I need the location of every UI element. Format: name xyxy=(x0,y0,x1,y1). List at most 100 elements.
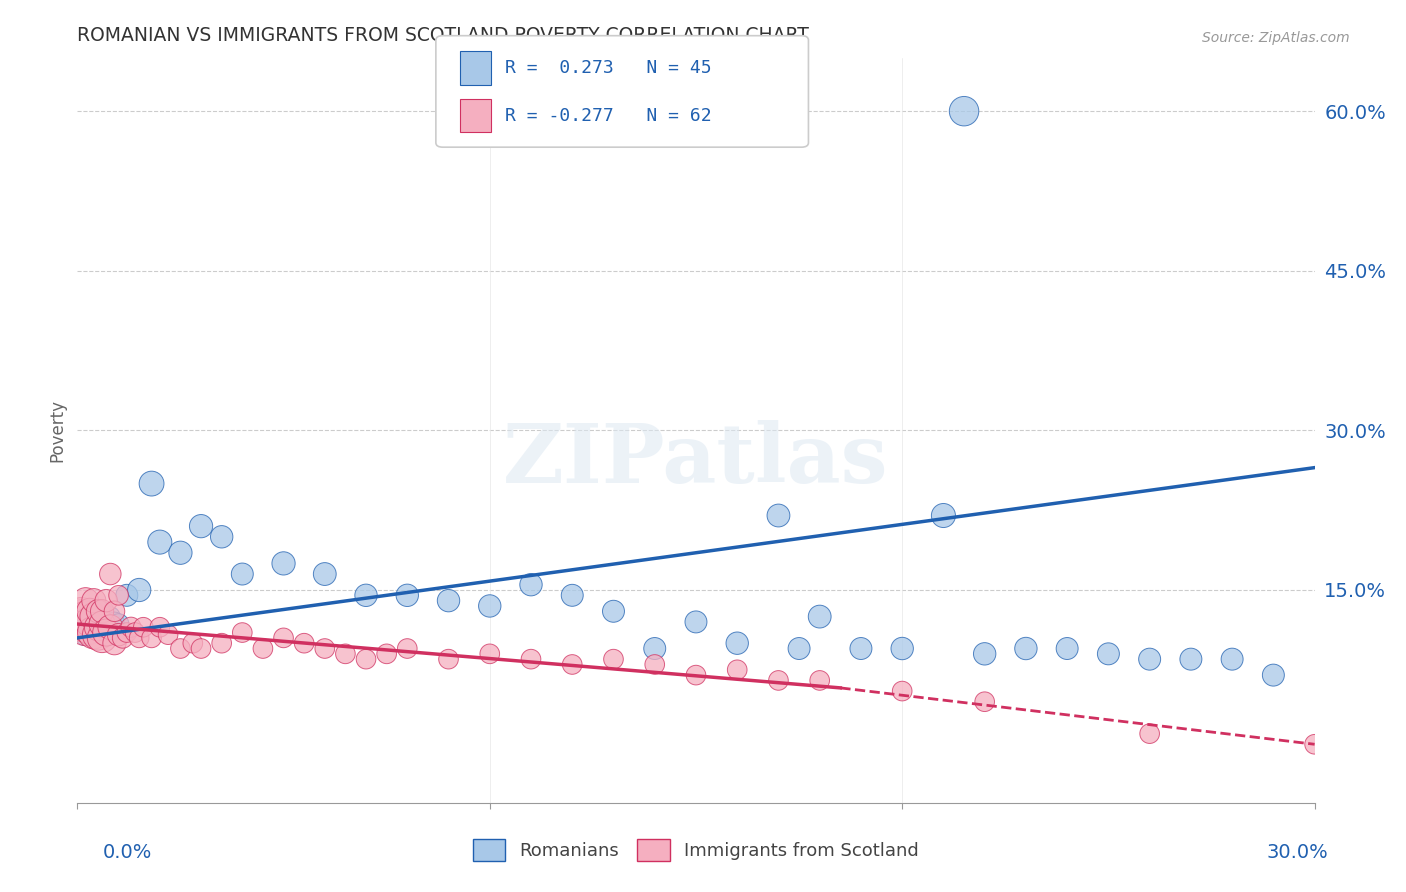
Point xyxy=(128,631,150,645)
Point xyxy=(83,593,105,607)
Point xyxy=(437,593,460,607)
Point xyxy=(396,641,419,656)
Point xyxy=(375,647,398,661)
Point xyxy=(602,604,624,618)
Point xyxy=(107,628,129,642)
Point xyxy=(273,631,295,645)
Point xyxy=(79,615,101,629)
Point xyxy=(98,620,121,634)
Point xyxy=(115,588,138,602)
Point xyxy=(953,104,976,119)
Point xyxy=(973,695,995,709)
Text: R = -0.277   N = 62: R = -0.277 N = 62 xyxy=(505,106,711,125)
Text: 30.0%: 30.0% xyxy=(1267,843,1329,862)
Point xyxy=(602,652,624,666)
Point xyxy=(83,625,105,640)
Point xyxy=(98,609,121,624)
Point xyxy=(91,631,114,645)
Point xyxy=(141,476,163,491)
Point xyxy=(149,535,172,549)
Point xyxy=(70,620,93,634)
Point xyxy=(396,588,419,602)
Point xyxy=(314,567,336,582)
Point xyxy=(520,652,543,666)
Text: Source: ZipAtlas.com: Source: ZipAtlas.com xyxy=(1202,31,1350,45)
Point xyxy=(1139,652,1161,666)
Point xyxy=(91,604,114,618)
Point xyxy=(787,641,810,656)
Point xyxy=(87,604,110,618)
Point xyxy=(314,641,336,656)
Point xyxy=(87,620,110,634)
Point xyxy=(252,641,274,656)
Point xyxy=(520,577,543,591)
Point xyxy=(644,641,666,656)
Point xyxy=(725,663,748,677)
Point xyxy=(211,636,233,650)
Point xyxy=(103,604,125,618)
Point xyxy=(725,636,748,650)
Point xyxy=(561,588,583,602)
Point xyxy=(354,652,377,666)
Point xyxy=(891,684,914,698)
Point xyxy=(141,631,163,645)
Point xyxy=(181,636,204,650)
Point xyxy=(231,567,253,582)
Point xyxy=(124,625,146,640)
Point xyxy=(83,609,105,624)
Point xyxy=(561,657,583,672)
Point xyxy=(120,620,142,634)
Point xyxy=(87,617,110,632)
Point xyxy=(335,647,357,661)
Point xyxy=(932,508,955,523)
Point xyxy=(91,604,114,618)
Point xyxy=(169,641,191,656)
Point xyxy=(231,625,253,640)
Point xyxy=(128,582,150,597)
Point xyxy=(103,615,125,629)
Point xyxy=(70,615,93,629)
Point xyxy=(685,668,707,682)
Point xyxy=(273,557,295,571)
Point xyxy=(973,647,995,661)
Point xyxy=(87,628,110,642)
Point xyxy=(1139,726,1161,740)
Point xyxy=(83,609,105,624)
Point xyxy=(808,609,831,624)
Point xyxy=(768,673,790,688)
Point xyxy=(79,620,101,634)
Point xyxy=(107,588,129,602)
Point xyxy=(190,641,212,656)
Text: ROMANIAN VS IMMIGRANTS FROM SCOTLAND POVERTY CORRELATION CHART: ROMANIAN VS IMMIGRANTS FROM SCOTLAND POV… xyxy=(77,26,810,45)
Point xyxy=(1056,641,1078,656)
Point xyxy=(70,604,93,618)
Point xyxy=(478,599,501,613)
Point xyxy=(115,625,138,640)
Point xyxy=(437,652,460,666)
Text: 0.0%: 0.0% xyxy=(103,843,152,862)
Point xyxy=(107,617,129,632)
Y-axis label: Poverty: Poverty xyxy=(48,399,66,462)
Point xyxy=(1220,652,1243,666)
Point xyxy=(96,625,118,640)
Point xyxy=(211,530,233,544)
Point xyxy=(149,620,172,634)
Point xyxy=(768,508,790,523)
Point xyxy=(1015,641,1038,656)
Point xyxy=(79,615,101,629)
Point xyxy=(75,593,97,607)
Point xyxy=(75,609,97,624)
Point xyxy=(1303,737,1326,751)
Point xyxy=(849,641,872,656)
Point xyxy=(75,620,97,634)
Point xyxy=(70,609,93,624)
Point xyxy=(79,604,101,618)
Text: ZIPatlas: ZIPatlas xyxy=(503,420,889,500)
Point xyxy=(808,673,831,688)
Point xyxy=(103,636,125,650)
Point xyxy=(91,617,114,632)
Point xyxy=(157,628,180,642)
Point xyxy=(96,593,118,607)
Point xyxy=(644,657,666,672)
Point xyxy=(111,631,134,645)
